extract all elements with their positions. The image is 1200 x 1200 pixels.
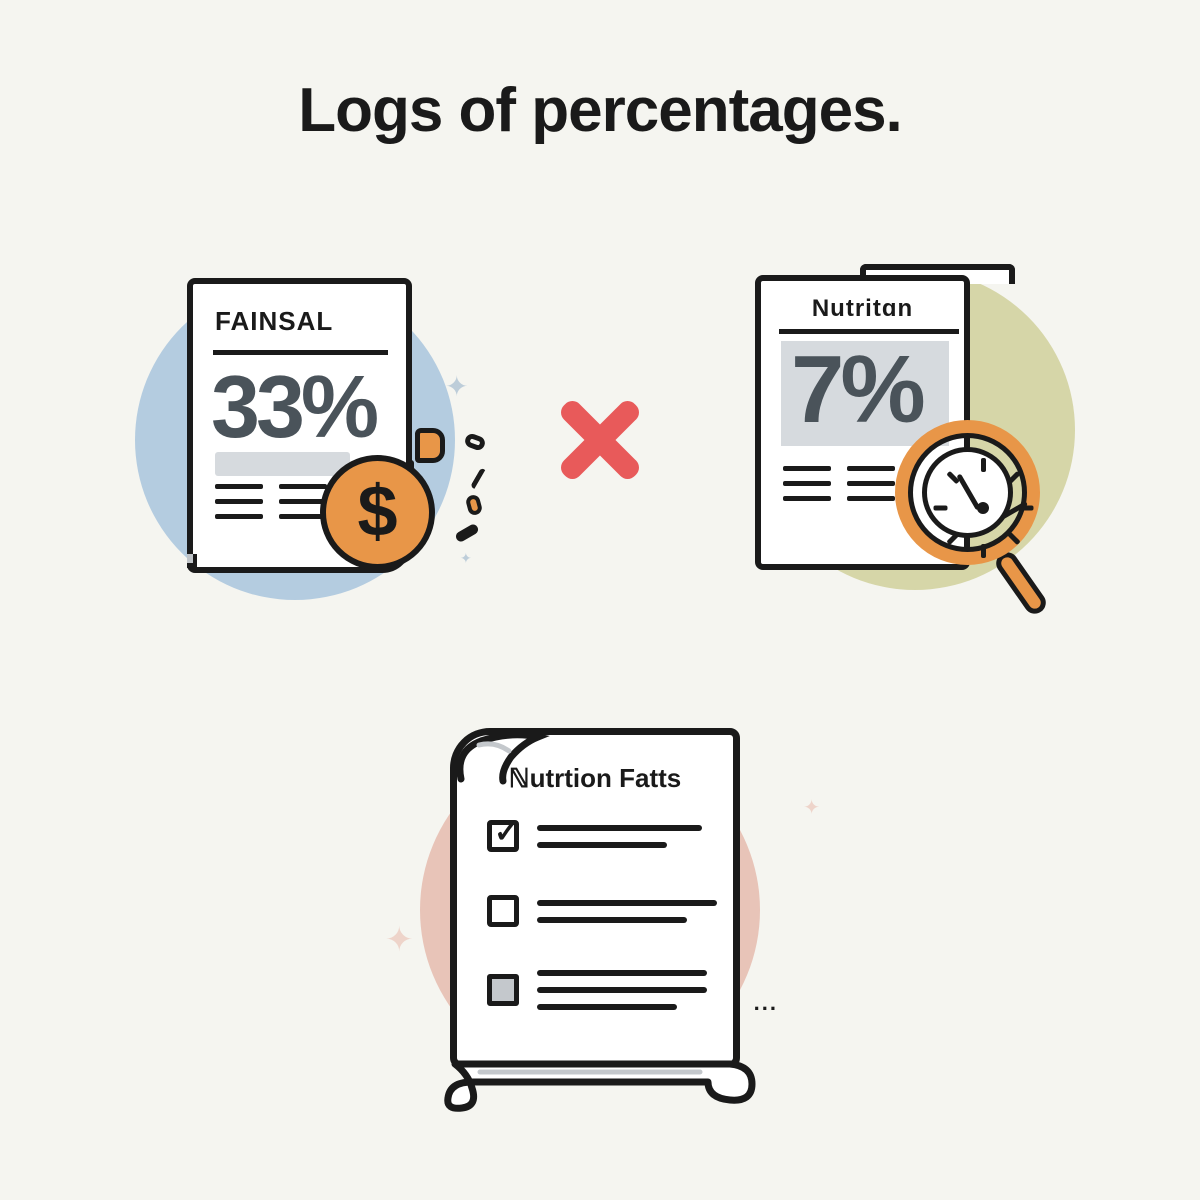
sparkle-icon: ✦ bbox=[803, 795, 820, 820]
fainsal-label: FAINSAL bbox=[215, 306, 333, 337]
scroll-bottom-curl-icon bbox=[430, 1058, 760, 1113]
nutrition-label: Nutritɑn bbox=[761, 295, 964, 323]
nutrition-facts-panel: ✦ ✦ ℕutrtion Fatts ✓ bbox=[390, 720, 810, 1140]
sparkle-icon: ✦ bbox=[385, 920, 414, 960]
divider-line bbox=[213, 350, 388, 355]
checkbox-checked-icon: ✓ bbox=[487, 820, 519, 852]
checklist-item bbox=[487, 895, 717, 927]
checkbox-filled-icon bbox=[487, 974, 519, 1006]
text-lines-icon bbox=[537, 900, 717, 923]
checkbox-empty-icon bbox=[487, 895, 519, 927]
bottom-row: ✦ ✦ ℕutrtion Fatts ✓ bbox=[0, 720, 1200, 1140]
sparkle-icon: ✦ bbox=[460, 550, 472, 567]
text-lines-icon bbox=[215, 484, 327, 519]
scroll-document: ℕutrtion Fatts ✓ bbox=[450, 728, 740, 1068]
sparkle-icon: ✦ bbox=[445, 370, 468, 403]
text-lines-icon bbox=[783, 466, 895, 501]
ellipsis-icon: ... bbox=[754, 990, 778, 1016]
text-lines-icon bbox=[537, 970, 707, 1010]
checklist-item: ✓ bbox=[487, 820, 702, 852]
nutrition-percentage: 7% bbox=[791, 335, 922, 445]
cross-icon bbox=[555, 395, 645, 485]
fainsal-panel: FAINSAL 33% $ bbox=[155, 270, 495, 610]
checklist-item bbox=[487, 970, 707, 1010]
text-lines-icon bbox=[537, 825, 702, 848]
nutrition-panel: Nutritɑn 7% bbox=[705, 270, 1045, 610]
divider-line bbox=[779, 329, 959, 334]
fainsal-percentage: 33% bbox=[211, 356, 375, 458]
page-title: Logs of percentages. bbox=[0, 75, 1200, 146]
top-row: FAINSAL 33% $ bbox=[0, 260, 1200, 620]
dollar-icon: $ bbox=[320, 450, 445, 575]
nutrition-facts-label: ℕutrtion Fatts bbox=[457, 763, 733, 794]
